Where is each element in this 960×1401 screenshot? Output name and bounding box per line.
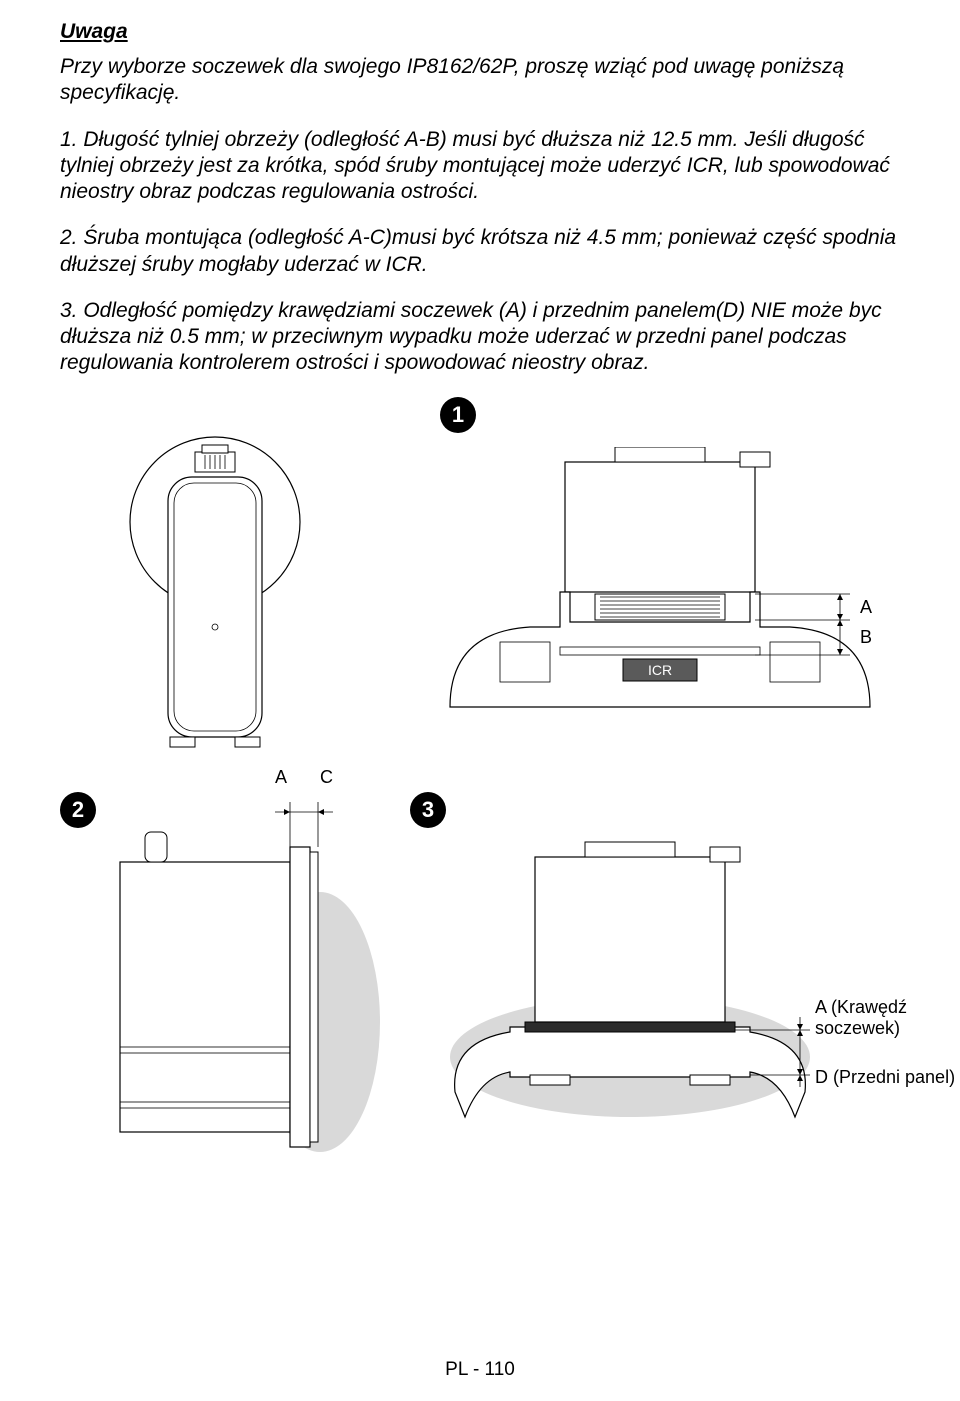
label-d-panel: D (Przedni panel) [815,1067,960,1088]
diagram-1-right: ICR [440,447,880,747]
svg-text:ICR: ICR [648,662,672,678]
label-b-1: B [860,627,872,648]
diagram-number-1: 1 [440,397,476,433]
spec-item-1: 1. Długość tylniej obrzeży (odległość A-… [60,127,900,206]
diagram-1-left [110,427,340,757]
section-heading: Uwaga [60,20,900,44]
spec-item-3: 3. Odległość pomiędzy krawędziami soczew… [60,298,900,377]
label-a-2: A [275,767,287,788]
label-c-2: C [320,767,333,788]
diagram-2 [90,792,410,1172]
label-a-1: A [860,597,872,618]
spec-item-2: 2. Śruba montująca (odległość A-C)musi b… [60,225,900,278]
page-footer: PL - 110 [0,1359,960,1381]
label-a-lens: A (Krawędź soczewek) [815,997,935,1039]
diagrams-area: 1 [60,397,900,1217]
intro-text: Przy wyborze soczewek dla swojego IP8162… [60,54,900,107]
